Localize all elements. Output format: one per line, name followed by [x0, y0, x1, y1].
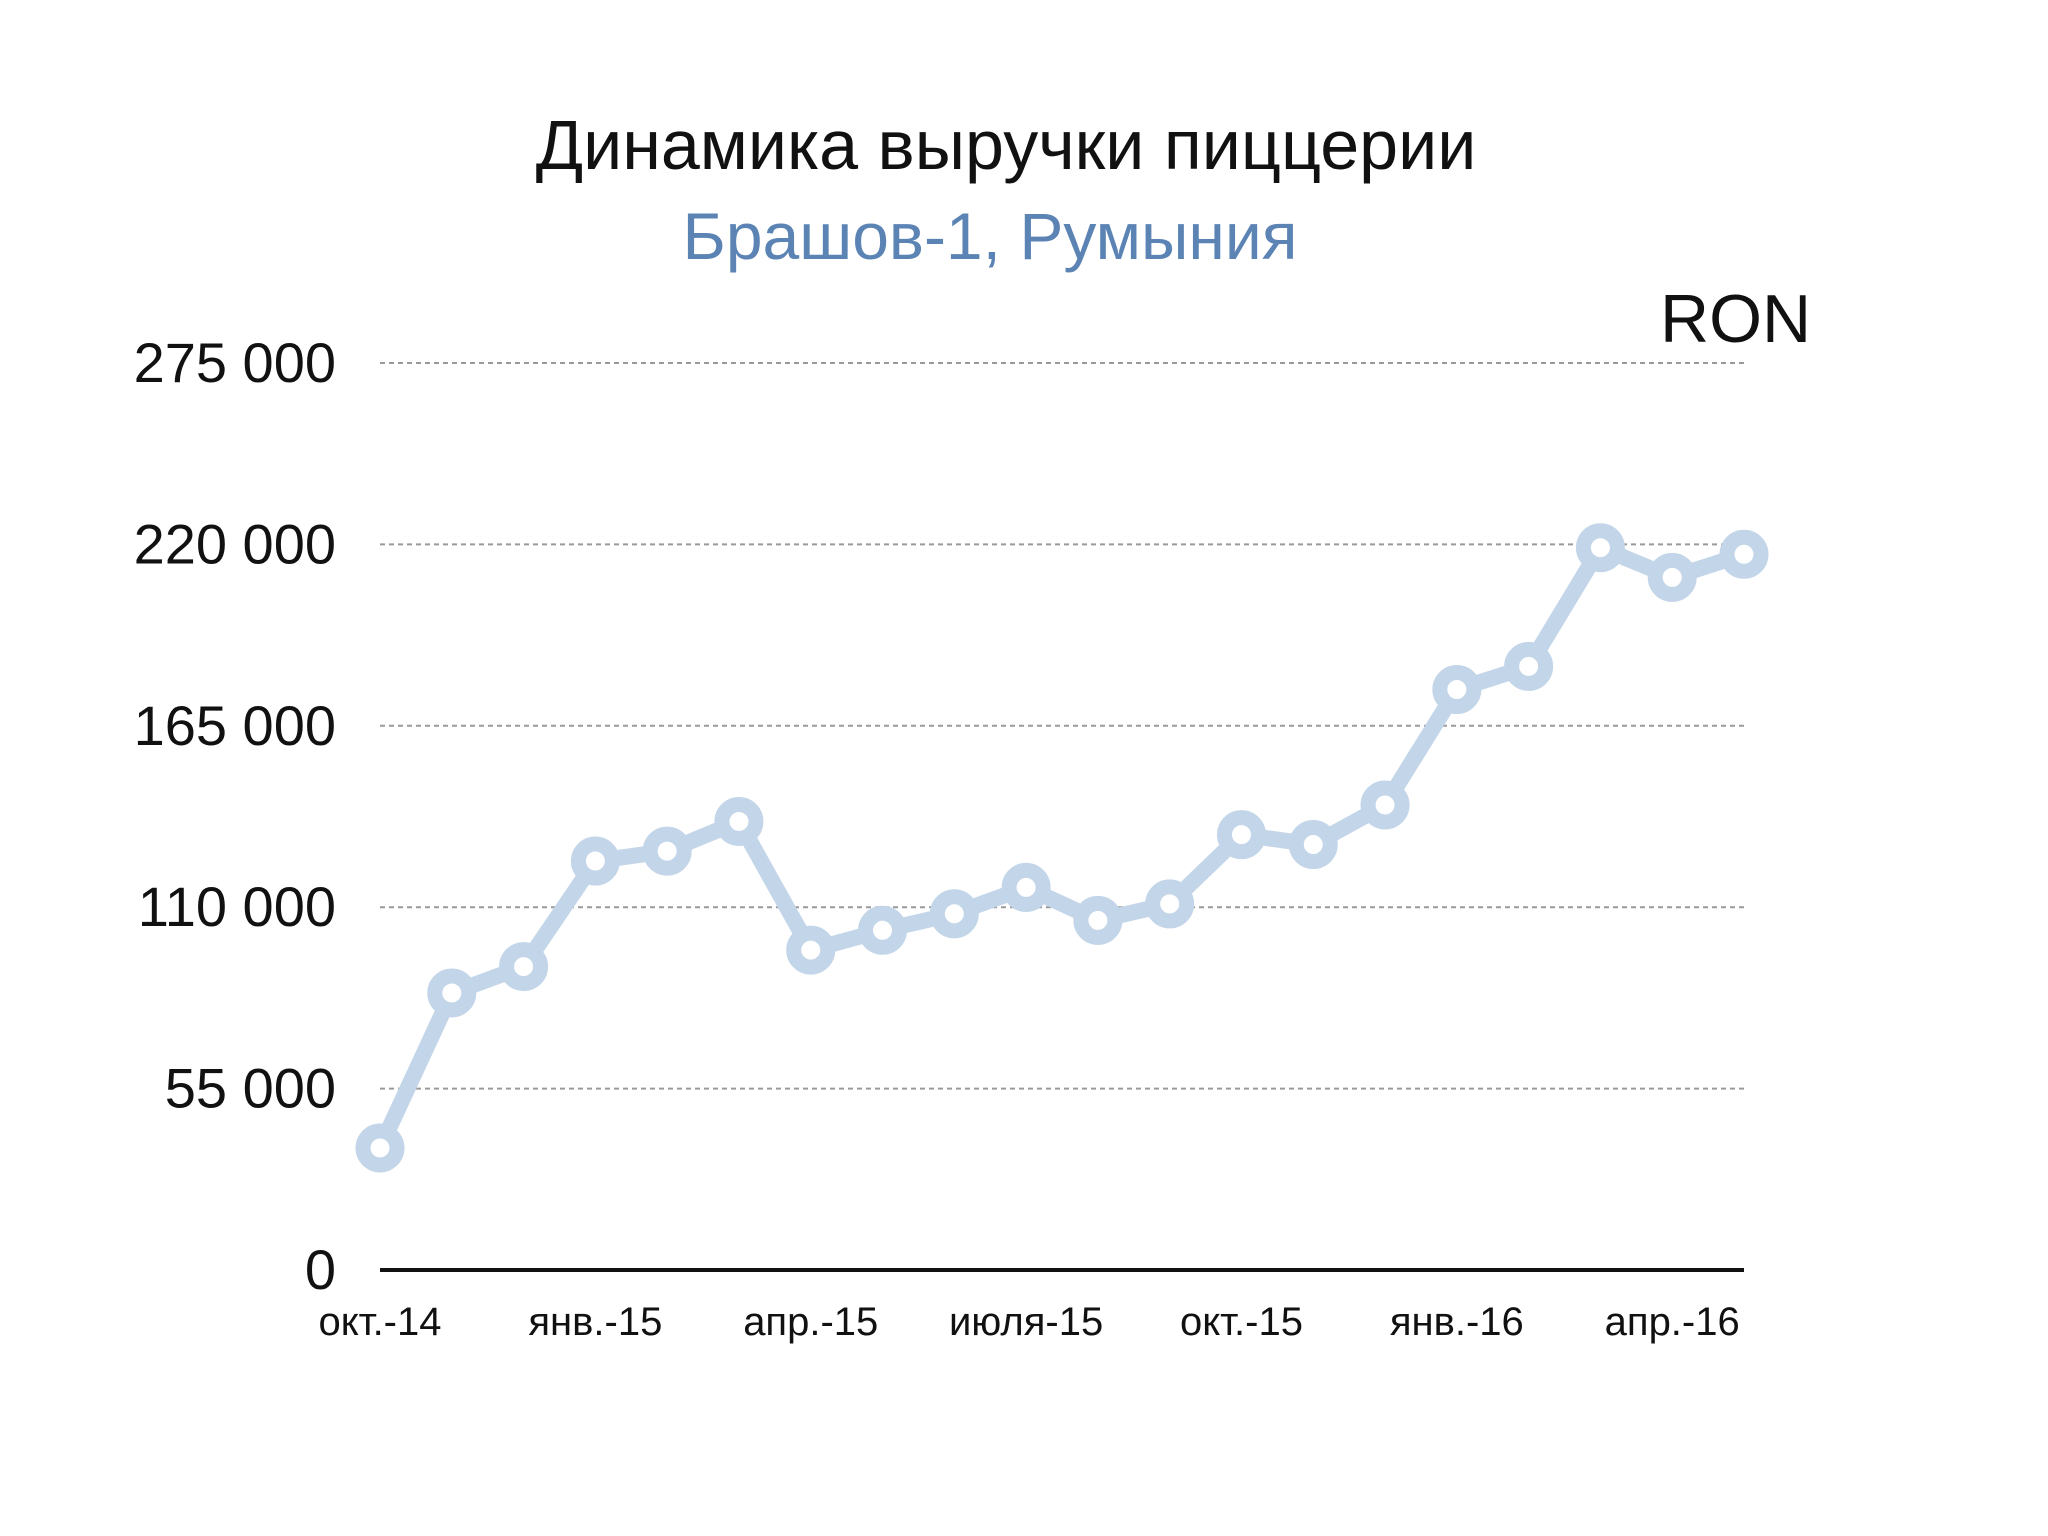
- data-point: [1001, 862, 1051, 912]
- grid-lines: [380, 362, 1744, 1090]
- data-point: [1432, 665, 1482, 715]
- y-tick-label: 220 000: [134, 512, 336, 575]
- y-axis-tick-labels: 0 55 000 110 000 165 000 220 000 275 000: [134, 331, 336, 1301]
- data-point: [1073, 895, 1123, 945]
- data-point: [1575, 523, 1625, 573]
- data-point: [786, 925, 836, 975]
- data-point: [1504, 641, 1554, 691]
- y-tick-label: 0: [305, 1238, 336, 1301]
- data-point: [1647, 552, 1697, 602]
- data-point: [929, 889, 979, 939]
- data-point: [499, 942, 549, 992]
- data-point: [1719, 529, 1769, 579]
- data-point: [355, 1123, 405, 1173]
- y-tick-label: 165 000: [134, 694, 336, 757]
- chart-title: Динамика выручки пиццерии: [535, 106, 1477, 184]
- data-point: [1145, 879, 1195, 929]
- x-tick-label: янв.-15: [528, 1300, 662, 1344]
- currency-unit-label: RON: [1660, 281, 1812, 357]
- data-point: [1360, 780, 1410, 830]
- data-point: [1216, 810, 1266, 860]
- data-point: [427, 968, 477, 1018]
- y-tick-label: 275 000: [134, 331, 336, 394]
- x-tick-label: апр.-16: [1605, 1300, 1740, 1344]
- x-tick-label: окт.-14: [318, 1300, 441, 1344]
- x-tick-label: окт.-15: [1180, 1300, 1303, 1344]
- data-point: [570, 836, 620, 886]
- x-axis-tick-labels: окт.-14 янв.-15 апр.-15 июля-15 окт.-15 янв.-…: [318, 1300, 1739, 1344]
- data-point: [714, 796, 764, 846]
- x-tick-label: янв.-16: [1390, 1300, 1524, 1344]
- data-point: [1288, 820, 1338, 870]
- y-tick-label: 55 000: [165, 1057, 336, 1120]
- series-points: [355, 523, 1769, 1173]
- y-tick-label: 110 000: [138, 875, 336, 938]
- data-point: [642, 826, 692, 876]
- x-tick-label: июля-15: [949, 1300, 1103, 1344]
- data-point: [858, 905, 908, 955]
- chart-subtitle: Брашов-1, Румыния: [682, 199, 1298, 273]
- x-tick-label: апр.-15: [743, 1300, 878, 1344]
